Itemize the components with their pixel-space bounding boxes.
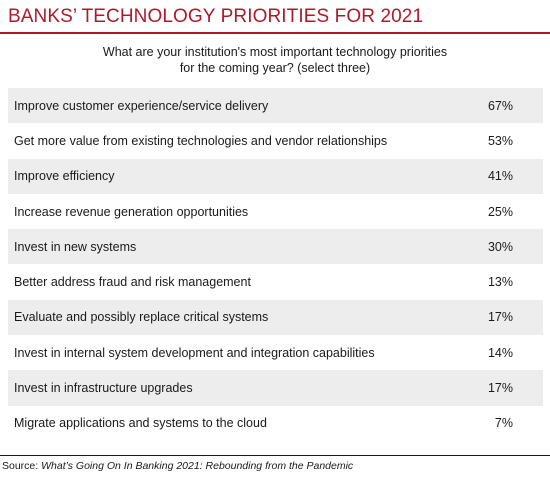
row-label: Improve efficiency	[14, 169, 115, 184]
title-divider	[0, 32, 550, 34]
row-value: 17%	[487, 310, 513, 325]
table-row: Improve customer experience/service deli…	[8, 88, 543, 124]
table-row: Increase revenue generation opportunitie…	[8, 194, 543, 229]
row-label: Increase revenue generation opportunitie…	[14, 204, 249, 219]
table-row: Migrate applications and systems to the …	[8, 406, 543, 441]
table-row: Invest in new systems 30%	[8, 229, 543, 265]
row-value: 7%	[494, 416, 513, 431]
row-label: Evaluate and possibly replace critical s…	[14, 310, 269, 325]
table-row: Invest in infrastructure upgrades 17%	[8, 370, 543, 406]
table-row: Improve efficiency 41%	[8, 158, 543, 194]
row-label: Migrate applications and systems to the …	[14, 416, 267, 431]
source-prefix: Source:	[2, 460, 42, 472]
source-title: What’s Going On In Banking 2021: Rebound…	[41, 460, 354, 472]
row-label: Invest in infrastructure upgrades	[14, 381, 193, 396]
footer-divider	[0, 455, 550, 456]
row-value: 67%	[487, 98, 513, 113]
row-label: Get more value from existing technologie…	[14, 133, 388, 148]
row-value: 30%	[487, 239, 513, 254]
row-value: 25%	[487, 204, 513, 219]
table-row: Evaluate and possibly replace critical s…	[8, 299, 543, 336]
row-value: 14%	[487, 345, 513, 360]
table-row: Get more value from existing technologie…	[8, 123, 543, 158]
table-row: Better address fraud and risk management…	[8, 264, 543, 299]
row-value: 53%	[487, 133, 513, 148]
source-note: Source: What’s Going On In Banking 2021:…	[2, 460, 353, 472]
chart-title: BANKS’ TECHNOLOGY PRIORITIES FOR 2021	[8, 6, 424, 27]
row-value: 17%	[487, 381, 513, 396]
survey-question: What are your institution's most importa…	[40, 44, 510, 76]
priorities-table: Improve customer experience/service deli…	[8, 88, 543, 441]
row-value: 41%	[487, 169, 513, 184]
question-line-2: for the coming year? (select three)	[179, 61, 371, 75]
row-label: Improve customer experience/service deli…	[14, 98, 269, 113]
table-row: Invest in internal system development an…	[8, 335, 543, 370]
row-label: Invest in new systems	[14, 239, 137, 254]
row-label: Invest in internal system development an…	[14, 345, 375, 360]
row-label: Better address fraud and risk management	[14, 275, 251, 290]
row-value: 13%	[487, 275, 513, 290]
question-line-1: What are your institution's most importa…	[102, 45, 448, 59]
